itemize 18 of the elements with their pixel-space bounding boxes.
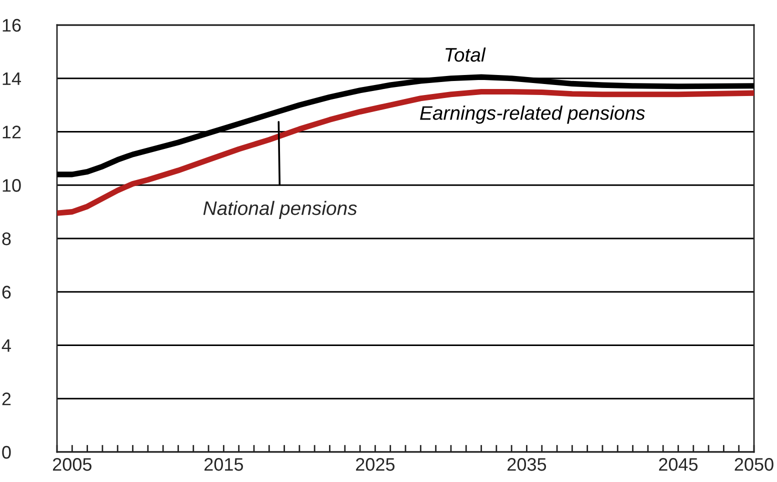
y-tick-label: 14	[2, 72, 21, 85]
x-tick-label: 2015	[204, 458, 243, 471]
series-label: Earnings-related pensions	[420, 106, 645, 124]
annotation: National pensions	[203, 200, 357, 219]
y-tick-label: 4	[2, 339, 11, 352]
x-tick-label: 2045	[659, 458, 698, 471]
y-tick-label: 10	[2, 179, 21, 192]
x-tick-label: 2050	[734, 458, 774, 471]
y-tick-label: 2	[2, 392, 11, 406]
series-label: Total	[446, 47, 486, 62]
y-tick-label: 6	[2, 286, 11, 299]
x-tick-label: 2005	[52, 458, 92, 471]
y-tick-label: 12	[2, 126, 21, 138]
y-tick-label: 16	[2, 18, 21, 32]
x-tick-label: 2035	[508, 458, 546, 471]
y-tick-label: 0	[2, 446, 11, 459]
y-tick-label: 8	[2, 232, 11, 246]
x-tick-label: 2025	[356, 458, 395, 471]
